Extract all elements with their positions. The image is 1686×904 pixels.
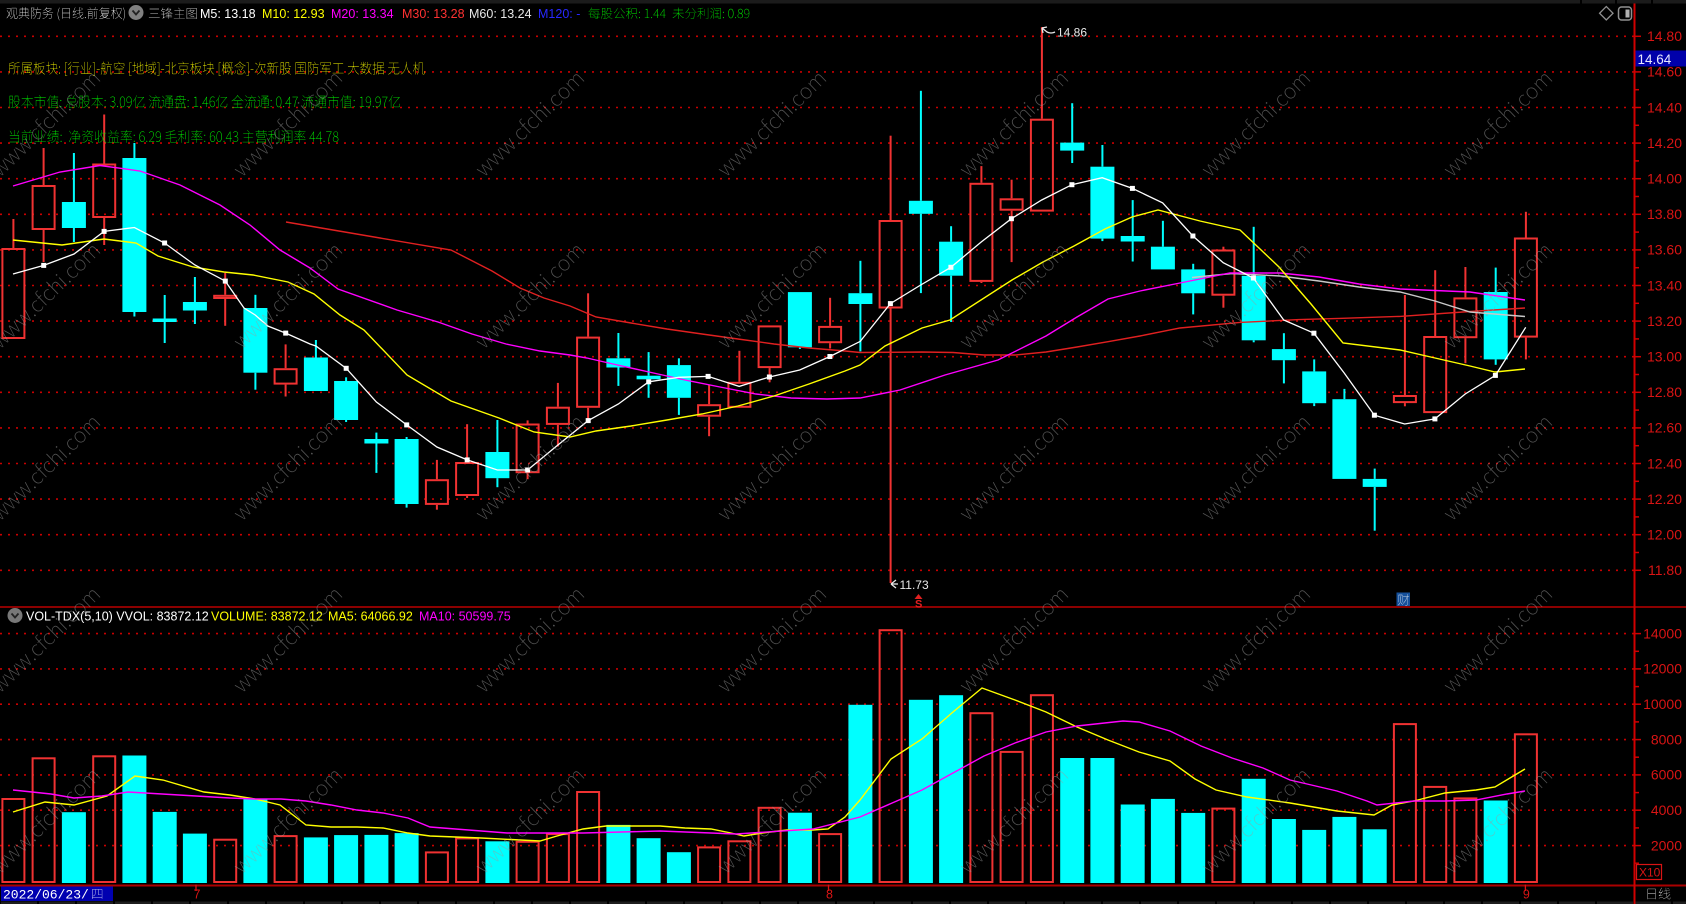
svg-text:M30: 13.28: M30: 13.28 xyxy=(402,7,465,21)
svg-text:M10: 12.93: M10: 12.93 xyxy=(262,7,325,21)
svg-text:13.80: 13.80 xyxy=(1647,206,1682,222)
svg-text:MA5: 64066.92: MA5: 64066.92 xyxy=(328,609,413,623)
svg-text:14.80: 14.80 xyxy=(1647,28,1682,44)
svg-text:M20: 13.34: M20: 13.34 xyxy=(331,7,394,21)
svg-text:14000: 14000 xyxy=(1643,625,1682,641)
svg-text:12.60: 12.60 xyxy=(1647,420,1682,436)
svg-text:S: S xyxy=(915,599,922,611)
svg-text:2000: 2000 xyxy=(1651,837,1682,853)
svg-text:14.60: 14.60 xyxy=(1647,64,1682,80)
svg-text:12000: 12000 xyxy=(1643,661,1682,677)
svg-text:9: 9 xyxy=(1523,887,1530,901)
svg-text:X10: X10 xyxy=(1639,866,1661,880)
svg-text:10000: 10000 xyxy=(1643,696,1682,712)
svg-text:MA10: 50599.75: MA10: 50599.75 xyxy=(419,609,511,623)
svg-text:13.40: 13.40 xyxy=(1647,277,1682,293)
svg-text:14.00: 14.00 xyxy=(1647,171,1682,187)
svg-text:VOLUME: 83872.12: VOLUME: 83872.12 xyxy=(211,609,323,623)
svg-text:14.20: 14.20 xyxy=(1647,135,1682,151)
svg-text:M60: 13.24: M60: 13.24 xyxy=(469,7,532,21)
svg-text:2022/06/23/: 2022/06/23/ xyxy=(3,887,89,902)
svg-text:7: 7 xyxy=(194,887,201,901)
svg-text:13.20: 13.20 xyxy=(1647,313,1682,329)
svg-text:12.80: 12.80 xyxy=(1647,384,1682,400)
svg-text:8: 8 xyxy=(826,887,833,901)
svg-text:14.40: 14.40 xyxy=(1647,99,1682,115)
svg-text:M120: -: M120: - xyxy=(538,7,580,21)
svg-text:11.80: 11.80 xyxy=(1648,562,1682,578)
svg-text:M5: 13.18: M5: 13.18 xyxy=(200,7,256,21)
svg-text:14.64: 14.64 xyxy=(1638,52,1672,67)
svg-text:4000: 4000 xyxy=(1651,802,1682,818)
svg-text:11.73: 11.73 xyxy=(900,578,929,592)
svg-text:VOL-TDX(5,10) VVOL: 83872.12: VOL-TDX(5,10) VVOL: 83872.12 xyxy=(26,609,209,623)
svg-text:13.00: 13.00 xyxy=(1647,349,1682,365)
svg-text:12.00: 12.00 xyxy=(1647,527,1682,543)
svg-text:14.86: 14.86 xyxy=(1057,26,1087,40)
svg-text:13.60: 13.60 xyxy=(1647,242,1682,258)
svg-text:12.20: 12.20 xyxy=(1647,491,1682,507)
svg-text:6000: 6000 xyxy=(1651,767,1682,783)
svg-text:12.40: 12.40 xyxy=(1647,455,1682,471)
svg-text:8000: 8000 xyxy=(1651,731,1682,747)
